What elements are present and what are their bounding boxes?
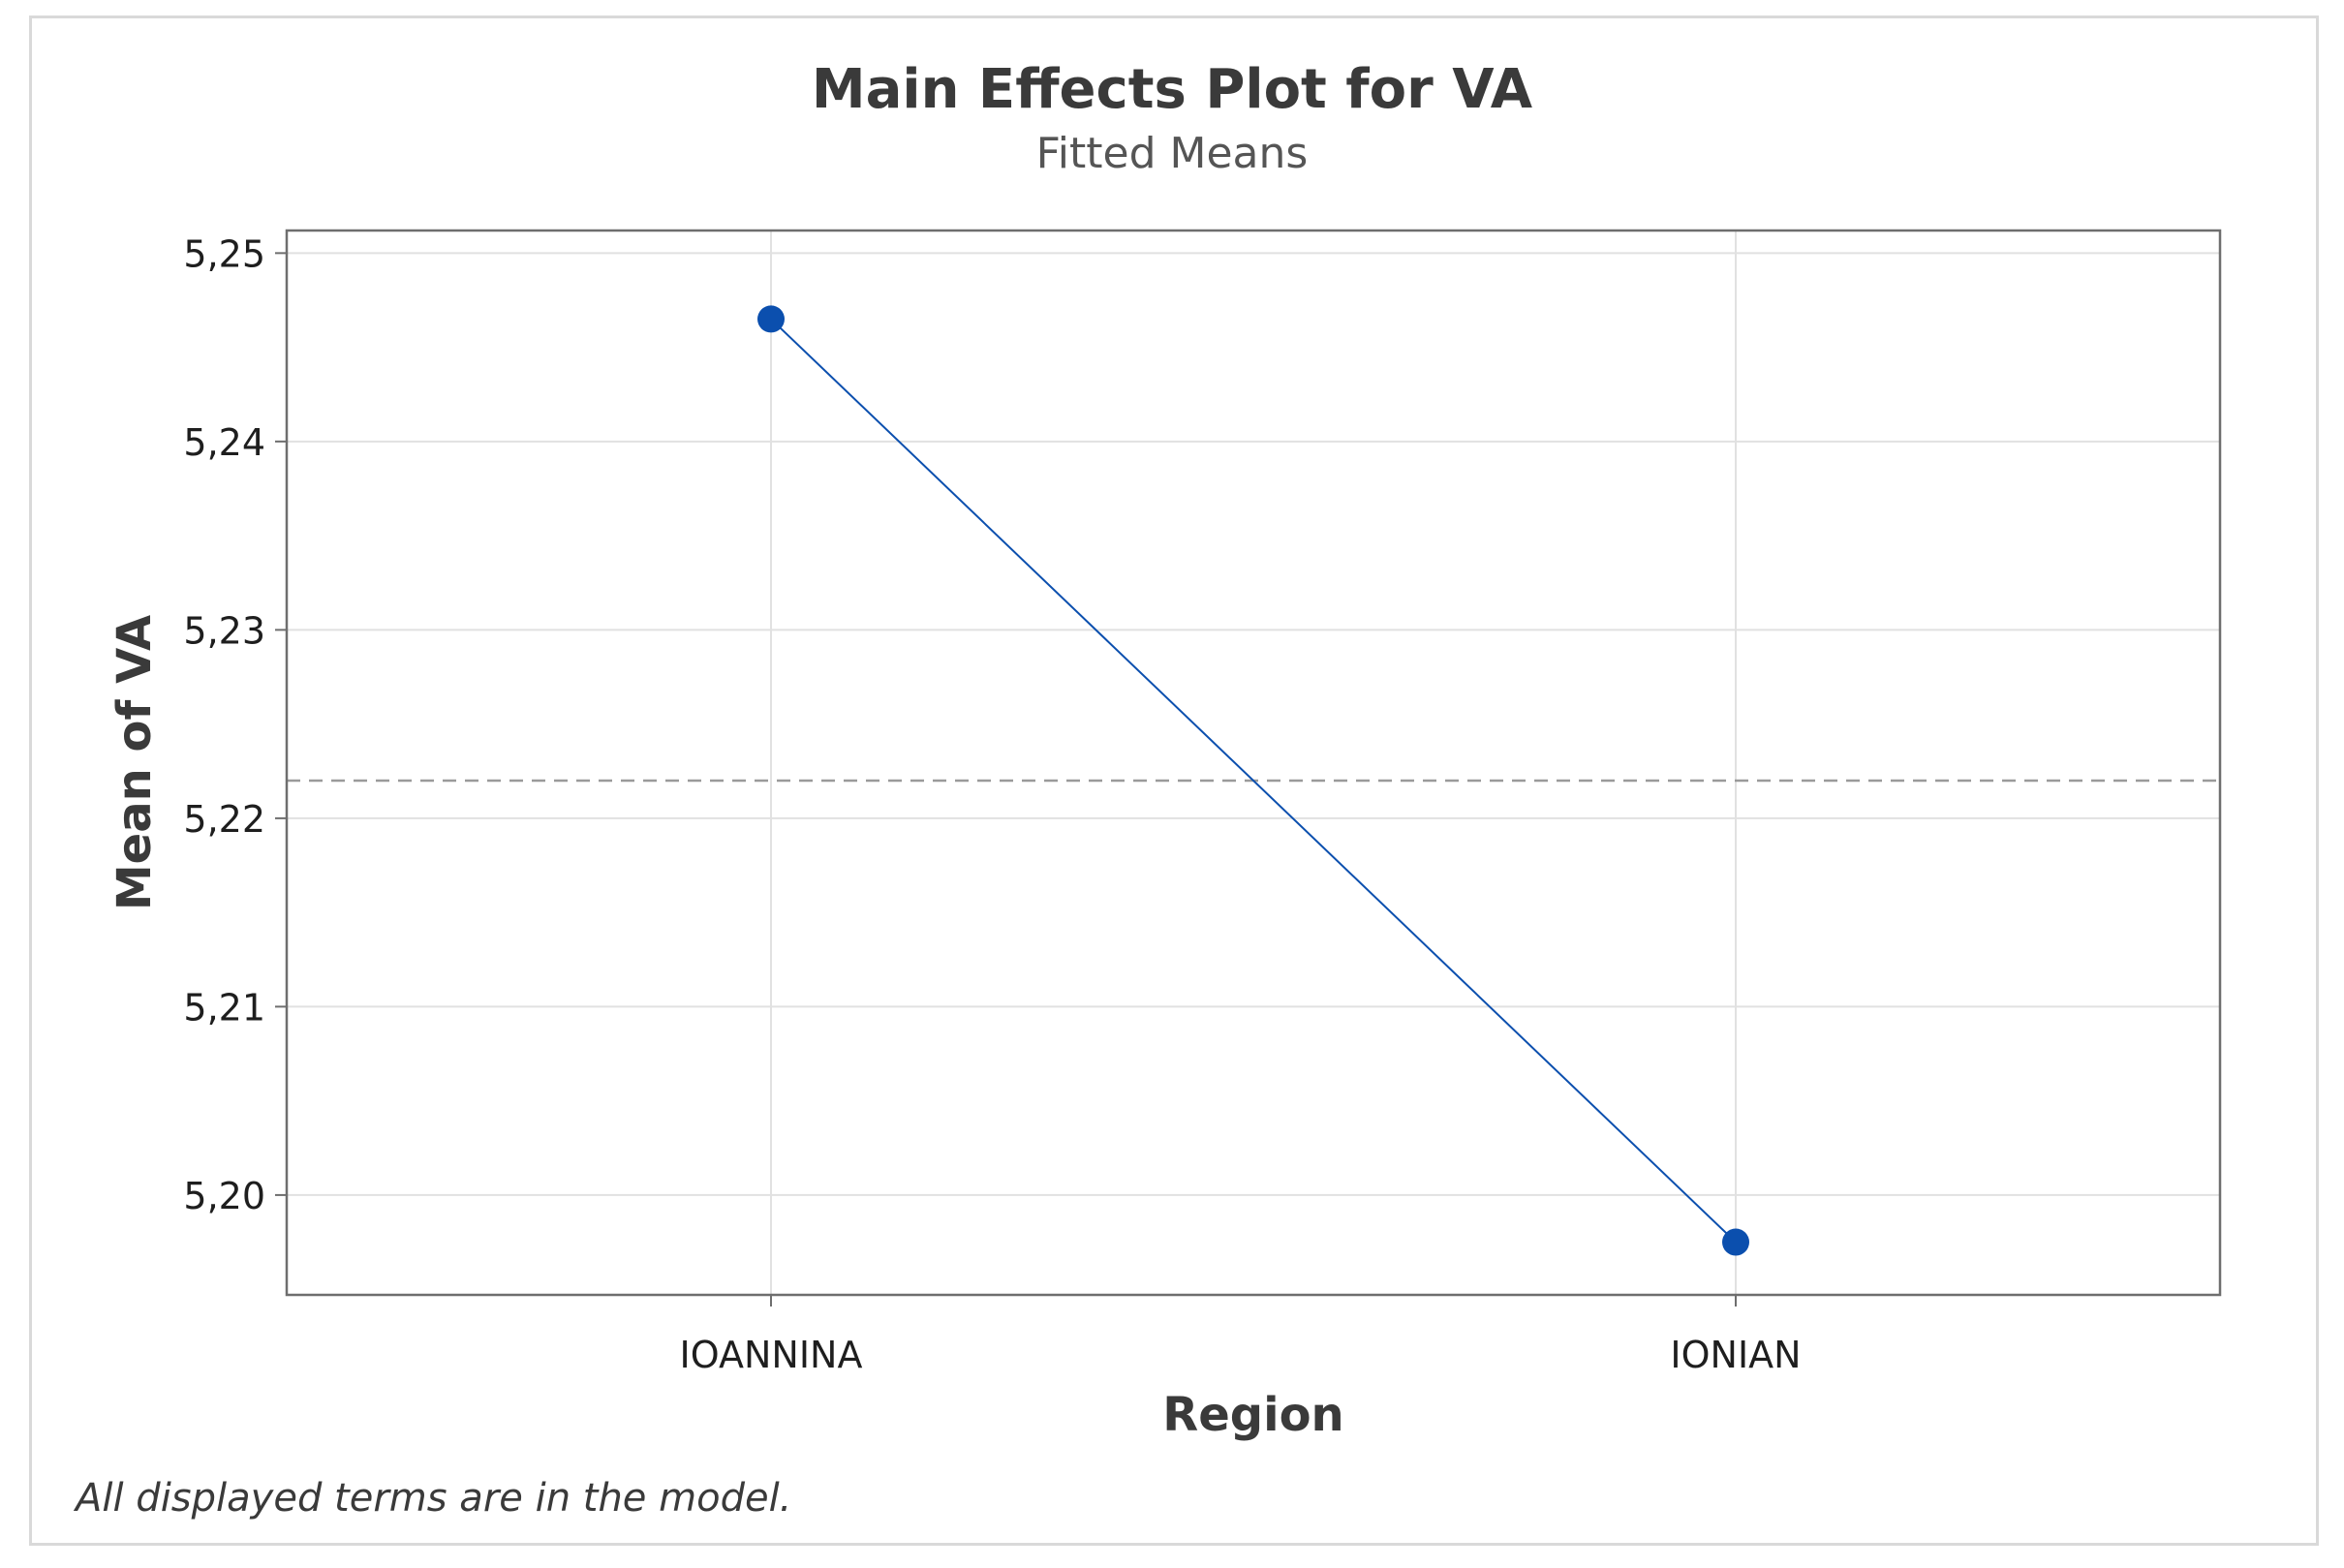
points-layer xyxy=(757,305,1749,1256)
y-tick-label: 5,20 xyxy=(183,1175,265,1217)
y-tick-label: 5,22 xyxy=(183,798,265,841)
x-axis-label: Region xyxy=(1162,1388,1343,1442)
plot-area xyxy=(285,229,2222,1297)
y-tick-label: 5,24 xyxy=(183,421,265,464)
grid-layer xyxy=(287,231,2220,1295)
chart-frame xyxy=(29,15,2319,1546)
x-tick-label: IONIAN xyxy=(1670,1334,1801,1376)
data-point-ioannina xyxy=(757,305,785,333)
y-tick-label: 5,25 xyxy=(183,232,265,275)
y-tick-labels: 5,20 5,21 5,22 5,23 5,24 5,25 xyxy=(183,232,287,1217)
y-tick-label: 5,21 xyxy=(183,986,265,1029)
x-tick-labels: IOANNINA IONIAN xyxy=(680,1295,1802,1376)
x-tick-label: IOANNINA xyxy=(680,1334,863,1376)
model-footnote: All displayed terms are in the model. xyxy=(76,1476,792,1521)
chart-subtitle: Fitted Means xyxy=(1035,129,1309,178)
data-point-ionian xyxy=(1722,1228,1749,1256)
y-axis-label: Mean of VA xyxy=(108,615,162,910)
series-line xyxy=(770,318,1737,1244)
chart-title: Main Effects Plot for VA xyxy=(811,58,1533,121)
y-tick-label: 5,23 xyxy=(183,609,265,652)
